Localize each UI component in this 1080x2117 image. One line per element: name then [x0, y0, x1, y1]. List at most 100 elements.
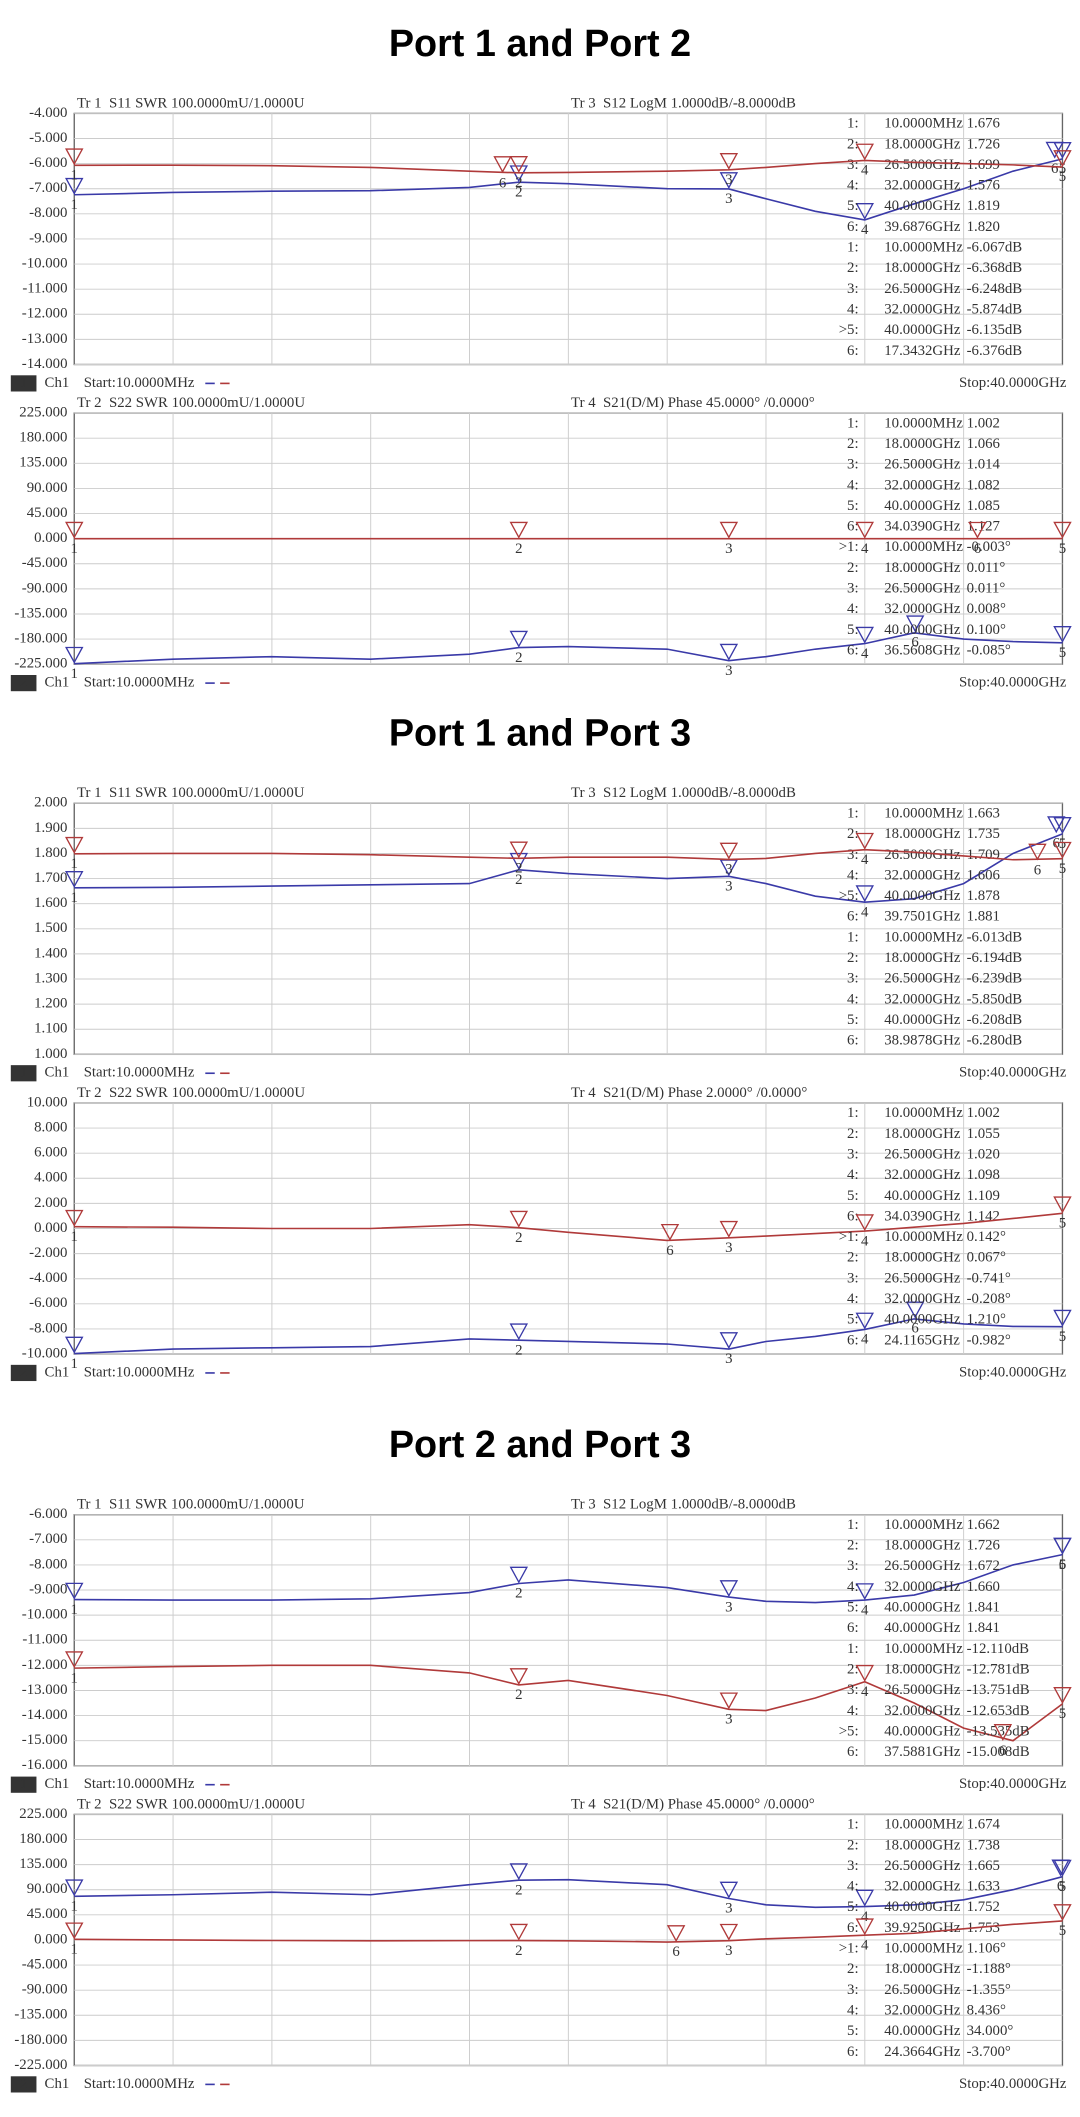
marker-readout-value: 1.098 [967, 1167, 1000, 1183]
marker-readout-frequency: 40.0000GHz [884, 198, 961, 214]
marker [855, 143, 874, 161]
marker-readout-frequency: 39.6876GHz [884, 219, 961, 235]
marker-readout-id: 4: [847, 2002, 859, 2018]
y-tick-label: -15.000 [22, 1732, 68, 1748]
marker [509, 1323, 529, 1341]
marker-readout-value: 0.142° [967, 1229, 1006, 1245]
marker [65, 521, 84, 539]
marker-readout-id: 3: [847, 1270, 859, 1286]
y-tick-label: 225.000 [19, 1806, 67, 1822]
marker [1053, 1537, 1072, 1555]
marker-id: 6 [1057, 1879, 1064, 1895]
marker-readout-value: -15.008dB [967, 1744, 1030, 1760]
marker-readout-value: 1.660 [967, 1579, 1000, 1595]
marker-id: 5 [1059, 645, 1066, 661]
y-tick-label: -45.000 [22, 1956, 68, 1972]
marker-id: 1 [71, 1942, 78, 1958]
marker-id: 3 [725, 1351, 732, 1367]
marker-readout-value: 8.436° [967, 2002, 1006, 2018]
y-tick-label: -4.000 [29, 105, 67, 121]
trace [74, 1875, 1063, 1909]
channel-name: Ch1 [45, 2076, 70, 2092]
marker-readout-frequency: 17.3432GHz [884, 343, 961, 359]
y-tick-label: -12.000 [22, 306, 68, 322]
trace [74, 1318, 1063, 1355]
y-tick-label: -180.000 [14, 2032, 67, 2048]
marker-readout-value: 1.819 [967, 198, 1000, 214]
marker [905, 615, 925, 633]
trace [74, 158, 1063, 221]
marker-readout-value: -6.013dB [967, 929, 1023, 945]
trace [74, 159, 1063, 174]
marker-readout-frequency: 18.0000GHz [884, 1250, 961, 1266]
y-tick-label: -135.000 [14, 2007, 67, 2023]
y-tick-label: -225.000 [14, 2057, 67, 2073]
marker-id: 3 [725, 1712, 732, 1728]
marker-id: 2 [515, 650, 522, 666]
marker [719, 1881, 739, 1899]
marker-readout-value: -6.239dB [967, 971, 1023, 987]
marker-readout-value: 1.663 [967, 805, 1000, 821]
marker-readout-value: 1.674 [967, 1817, 1001, 1833]
trace [74, 1553, 1063, 1604]
marker-readout-value: 1.676 [967, 116, 1000, 132]
marker-readout-frequency: 10.0000MHz [884, 1817, 963, 1833]
marker-readout-id: 1: [847, 415, 859, 431]
channel-box [10, 1776, 37, 1793]
marker [65, 1651, 84, 1669]
marker-readout-id: 6: [847, 2044, 859, 2060]
legend-entry: Tr 4 S21(D/M) Phase 2.0000° /0.0000° [571, 1085, 807, 1101]
marker-readout-id: 3: [847, 457, 859, 473]
start-label: Start:10.0000MHz [84, 375, 195, 391]
y-tick-label: -13.000 [22, 1682, 68, 1698]
y-tick-label: -11.000 [22, 281, 67, 297]
marker-readout-id: 4: [847, 867, 859, 883]
marker-id: 1 [71, 1898, 78, 1914]
marker-readout-frequency: 26.5000GHz [884, 157, 961, 173]
marker-readout-value: 1.210° [967, 1312, 1006, 1328]
y-tick-label: -9.000 [29, 1581, 67, 1597]
marker-readout-id: 1: [847, 1817, 859, 1833]
channel-box [10, 2076, 37, 2093]
y-tick-label: -14.000 [22, 356, 68, 372]
marker [855, 1664, 874, 1682]
y-tick-label: -6.000 [29, 155, 67, 171]
y-tick-label: 6.000 [34, 1145, 67, 1161]
marker-readout-frequency: 40.0000GHz [884, 622, 961, 638]
y-tick-label: -90.000 [22, 1982, 68, 1998]
marker [1053, 1309, 1072, 1327]
marker [65, 1209, 84, 1227]
marker-readout-id: 1: [847, 1105, 859, 1121]
marker [65, 148, 84, 166]
marker-readout-id: 3: [847, 581, 859, 597]
marker [509, 1210, 529, 1228]
marker-readout-value: -5.874dB [967, 302, 1023, 318]
marker-readout-id: 6: [847, 343, 859, 359]
marker-readout-value: 0.011° [967, 560, 1006, 576]
marker [509, 852, 529, 870]
marker [855, 1583, 874, 1601]
marker-id: 4 [861, 222, 869, 238]
y-tick-label: 2.000 [34, 795, 67, 811]
marker [719, 1692, 739, 1710]
marker-readout-frequency: 18.0000GHz [884, 826, 961, 842]
marker-readout-id: 2: [847, 1126, 859, 1142]
marker-readout-id: 1: [847, 805, 859, 821]
marker-readout-frequency: 32.0000GHz [884, 867, 961, 883]
marker-readout-value: -13.751dB [967, 1682, 1030, 1698]
marker-readout-frequency: 10.0000MHz [884, 1517, 963, 1533]
marker-id: 3 [725, 1943, 732, 1959]
marker-readout-frequency: 26.5000GHz [884, 1858, 961, 1874]
trace [74, 1664, 1063, 1742]
marker-readout-value: 1.878 [967, 888, 1000, 904]
legend-entry: Tr 3 S12 LogM 1.0000dB/-8.0000dB [571, 95, 796, 111]
marker-readout-frequency: 18.0000GHz [884, 260, 961, 276]
marker-readout-frequency: 40.0000GHz [884, 1899, 961, 1915]
trace [74, 631, 1063, 665]
marker-id: 1 [71, 666, 78, 682]
marker-readout-value: 1.020 [967, 1146, 1000, 1162]
marker [719, 842, 739, 860]
marker-readout-frequency: 40.0000GHz [884, 322, 961, 338]
y-tick-label: 90.000 [27, 1881, 68, 1897]
marker-id: 5 [1059, 1879, 1066, 1895]
